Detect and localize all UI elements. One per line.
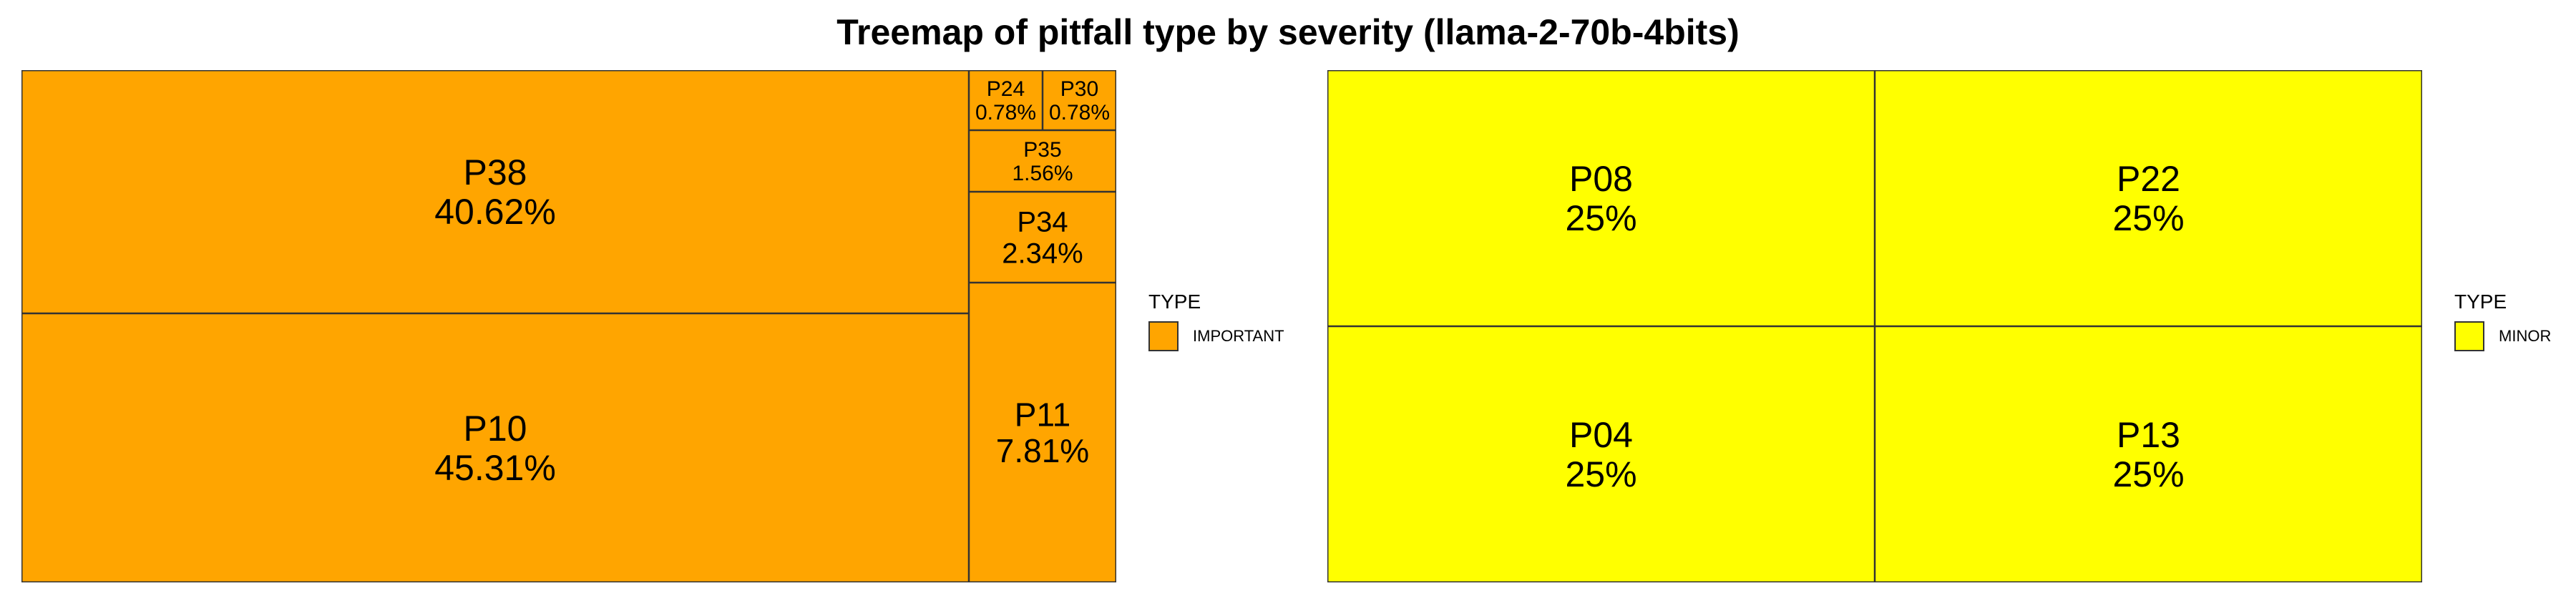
legend-item-minor: MINOR	[2454, 316, 2551, 356]
cell-percent: 7.81%	[996, 432, 1089, 469]
cell-percent: 25%	[1565, 198, 1636, 238]
cell-label: P38	[464, 152, 527, 192]
chart-title: Treemap of pitfall type by severity (lla…	[836, 12, 1740, 52]
cell-label: P22	[2117, 159, 2180, 199]
treemap-border	[1327, 70, 2422, 582]
treemap-rect-p34	[968, 191, 1116, 283]
legend-title: TYPE	[1148, 290, 1201, 313]
cell-percent: 25%	[2112, 454, 2184, 494]
legend-title: TYPE	[2454, 290, 2507, 313]
cell-percent: 25%	[2112, 198, 2184, 238]
treemap-important: P1045.31%P3840.62%P117.81%P342.34%P351.5…	[21, 70, 1116, 582]
cell-label: P10	[464, 409, 527, 449]
cell-label: P34	[1017, 207, 1068, 238]
cell-label: P08	[1569, 159, 1633, 199]
cell-percent: 45.31%	[434, 448, 556, 488]
treemap-rect-p13	[1874, 326, 2422, 582]
treemap-rect-p08	[1327, 70, 1875, 327]
legend-swatch-important	[1148, 321, 1179, 351]
cell-label: P35	[1023, 138, 1061, 162]
treemap-rect-p30	[1042, 70, 1116, 131]
legend-swatch-minor	[2454, 321, 2484, 351]
cell-label: P04	[1569, 415, 1633, 455]
treemap-rect-p38	[21, 70, 970, 314]
cell-percent: 40.62%	[434, 192, 556, 232]
cell-percent: 0.78%	[1049, 101, 1110, 124]
legend-minor: TYPE MINOR	[2454, 288, 2551, 356]
cell-label: P11	[1015, 396, 1070, 433]
treemap-rect-p11	[968, 282, 1116, 582]
treemap-rect-p24	[968, 70, 1043, 131]
treemap-border	[21, 70, 1116, 582]
cell-percent: 2.34%	[1002, 238, 1083, 270]
legend-label-minor: MINOR	[2499, 327, 2552, 345]
legend-important: TYPE IMPORTANT	[1148, 288, 1284, 356]
legend-item-important: IMPORTANT	[1148, 316, 1284, 356]
cell-label: P24	[987, 77, 1025, 101]
treemap-rect-p10	[21, 313, 970, 582]
cell-percent: 25%	[1565, 454, 1636, 494]
cell-label: P30	[1060, 77, 1098, 101]
cell-percent: 1.56%	[1012, 162, 1073, 185]
treemap-rect-p22	[1874, 70, 2422, 327]
treemap-rect-p35	[968, 130, 1116, 192]
legend-label-important: IMPORTANT	[1193, 327, 1284, 345]
cell-percent: 0.78%	[975, 101, 1036, 124]
treemap-rect-p04	[1327, 326, 1875, 582]
cell-label: P13	[2117, 415, 2180, 455]
